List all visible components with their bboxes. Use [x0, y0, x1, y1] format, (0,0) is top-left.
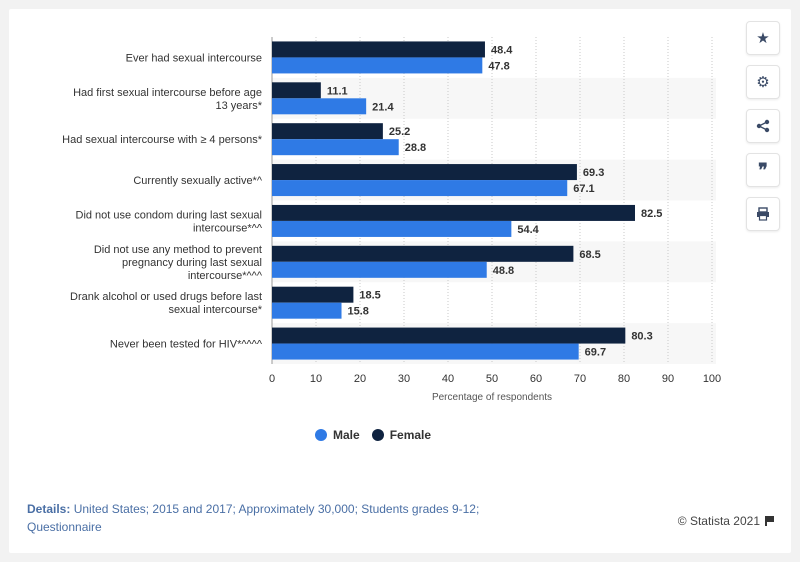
- bar-female: [272, 41, 485, 58]
- legend-item-female[interactable]: Female: [371, 428, 432, 442]
- data-label-male: 47.8: [488, 60, 509, 72]
- bar-male: [272, 302, 342, 319]
- flag-icon: [765, 516, 774, 526]
- category-label: Did not use condom during last sexual: [76, 209, 263, 221]
- data-label-female: 18.5: [359, 290, 380, 302]
- data-label-male: 54.4: [517, 224, 539, 236]
- data-label-female: 11.1: [327, 85, 348, 97]
- data-label-female: 25.2: [389, 126, 410, 138]
- bar-female: [272, 286, 354, 303]
- bar-male: [272, 98, 367, 115]
- bar-male: [272, 261, 487, 278]
- x-tick-label: 80: [618, 373, 630, 385]
- data-label-male: 67.1: [573, 183, 594, 195]
- chart-legend: Male Female: [315, 428, 443, 442]
- data-label-female: 82.5: [641, 208, 662, 220]
- legend-label-male: Male: [333, 428, 360, 442]
- data-label-female: 48.4: [491, 44, 513, 56]
- chart-card: 48.4 47.8 Ever had sexual intercourse 11.1 2…: [9, 9, 791, 553]
- bar-female: [272, 245, 574, 262]
- category-label: Ever had sexual intercourse: [126, 52, 262, 64]
- x-tick-label: 100: [703, 373, 721, 385]
- data-label-male: 28.8: [405, 142, 426, 154]
- x-tick-label: 30: [398, 373, 410, 385]
- x-tick-label: 70: [574, 373, 586, 385]
- bar-male: [272, 220, 512, 237]
- x-tick-label: 50: [486, 373, 498, 385]
- category-label: Had sexual intercourse with ≥ 4 persons*: [62, 134, 263, 146]
- sidebar-toolbar: ★ ⚙ ❞: [746, 21, 780, 241]
- category-label: 13 years*: [216, 100, 263, 112]
- x-tick-label: 10: [310, 373, 322, 385]
- statista-credit[interactable]: © Statista 2021: [678, 514, 774, 528]
- print-button[interactable]: [746, 197, 780, 231]
- category-label: Did not use any method to prevent: [94, 244, 262, 256]
- details-text: United States; 2015 and 2017; Approximat…: [27, 502, 480, 534]
- bar-female: [272, 123, 383, 140]
- data-label-male: 69.7: [585, 347, 606, 359]
- category-label: Never been tested for HIV*^^^^: [110, 339, 263, 351]
- print-icon: [757, 207, 769, 221]
- bar-female: [272, 204, 635, 221]
- category-label: pregnancy during last sexual: [122, 257, 262, 269]
- share-button[interactable]: [746, 109, 780, 143]
- x-tick-label: 60: [530, 373, 542, 385]
- x-tick-label: 40: [442, 373, 454, 385]
- favorite-button[interactable]: ★: [746, 21, 780, 55]
- bar-male: [272, 343, 579, 360]
- bar-female: [272, 164, 577, 181]
- data-label-male: 48.8: [493, 265, 514, 277]
- data-label-male: 15.8: [348, 306, 369, 318]
- bar-male: [272, 139, 399, 156]
- category-label: intercourse*^^: [193, 222, 263, 234]
- credit-text: © Statista 2021: [677, 514, 760, 528]
- bar-female: [272, 327, 626, 344]
- category-label: sexual intercourse*: [168, 304, 262, 316]
- bar-male: [272, 57, 483, 74]
- data-label-female: 69.3: [583, 167, 604, 179]
- data-label-female: 68.5: [579, 249, 600, 261]
- details-note: Details: United States; 2015 and 2017; A…: [27, 500, 547, 536]
- x-tick-label: 90: [662, 373, 674, 385]
- legend-dot-male: [315, 429, 327, 441]
- category-label: Currently sexually active*^: [133, 175, 262, 187]
- data-label-male: 21.4: [372, 101, 394, 113]
- gear-icon: ⚙: [756, 74, 770, 91]
- legend-label-female: Female: [389, 428, 432, 442]
- x-tick-label: 20: [354, 373, 366, 385]
- legend-item-male[interactable]: Male: [315, 428, 360, 442]
- settings-button[interactable]: ⚙: [746, 65, 780, 99]
- bar-chart: 48.4 47.8 Ever had sexual intercourse 11.1 2…: [62, 37, 721, 403]
- bar-female: [272, 82, 321, 99]
- legend-dot-female: [371, 429, 384, 441]
- category-label: intercourse*^^^: [188, 270, 263, 282]
- category-label: Drank alcohol or used drugs before last: [70, 291, 262, 303]
- category-label: Had first sexual intercourse before age: [73, 87, 262, 99]
- cite-button[interactable]: ❞: [746, 153, 780, 187]
- star-icon: ★: [756, 30, 770, 47]
- x-axis-title: Percentage of respondents: [432, 392, 552, 403]
- details-label: Details:: [27, 502, 71, 516]
- x-tick-label: 0: [269, 373, 275, 385]
- share-icon: [756, 119, 770, 133]
- quote-icon: ❞: [758, 159, 768, 180]
- bar-male: [272, 180, 568, 197]
- data-label-female: 80.3: [631, 331, 652, 343]
